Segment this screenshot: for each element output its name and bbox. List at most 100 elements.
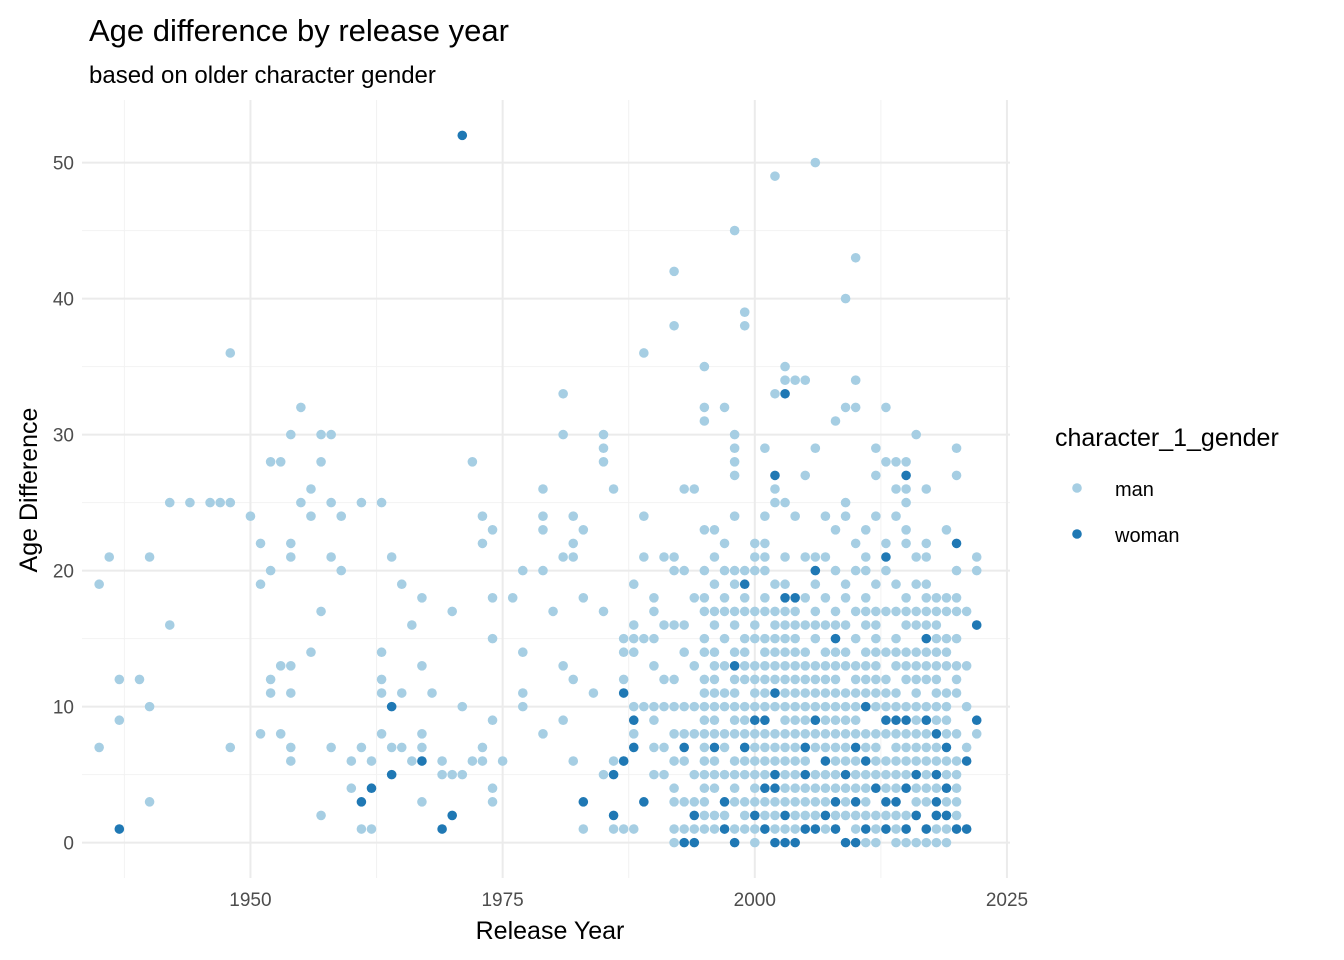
data-point-man [477,538,488,549]
data-point-man [830,525,841,535]
data-point-man [941,797,952,807]
data-points [94,130,982,848]
data-point-man [750,565,760,576]
data-point-woman [941,783,952,794]
data-point-man [760,443,770,453]
data-point-man [568,511,579,522]
data-point-woman [760,783,770,794]
data-point-man [951,633,962,644]
data-point-man [881,783,891,794]
data-point-man [891,837,901,848]
data-point-woman [810,715,821,726]
data-point-man [729,688,740,698]
data-point-woman [114,824,125,834]
data-point-man [739,810,750,821]
data-point-man [840,620,851,630]
data-point-man [850,606,861,617]
data-point-man [810,157,821,168]
data-point-man [729,797,740,807]
data-point-man [871,729,881,739]
data-point-woman [689,837,700,848]
x-tick-label: 2025 [986,890,1028,911]
data-point-man [840,661,851,671]
data-point-man [871,620,881,630]
data-point-man [679,484,689,494]
data-point-man [780,552,790,562]
data-point-man [780,361,790,372]
data-point-man [548,606,558,617]
data-point-man [709,552,720,562]
data-point-man [871,511,881,522]
data-point-man [901,701,911,712]
data-point-man [447,769,457,780]
data-point-man [830,620,841,630]
data-point-man [750,729,760,739]
data-point-man [840,579,851,590]
data-point-man [820,661,831,671]
data-point-man [709,729,720,739]
data-point-man [931,783,942,794]
data-point-man [790,742,800,753]
data-point-man [417,729,427,739]
data-point-man [336,565,347,576]
data-point-man [719,688,730,698]
data-point-man [780,620,790,630]
data-point-man [850,810,861,821]
data-point-man [901,756,911,766]
data-point-man [306,511,316,522]
data-point-man [941,824,952,834]
data-point-man [346,783,357,794]
data-point-man [850,252,861,263]
data-point-man [558,429,568,440]
data-point-man [760,701,770,712]
data-point-man [679,797,689,807]
data-point-woman [871,783,881,794]
data-point-man [739,565,750,576]
data-point-man [275,661,286,671]
data-point-man [901,497,911,508]
data-point-man [770,756,780,766]
data-point-man [820,742,831,753]
data-point-man [941,633,952,644]
data-point-woman [840,837,851,848]
data-point-man [881,538,891,549]
data-point-man [760,633,770,644]
data-point-woman [911,769,921,780]
data-point-man [780,688,790,698]
data-point-man [850,688,861,698]
data-point-man [810,443,821,453]
data-point-man [780,797,790,807]
data-point-man [750,688,760,698]
data-point-man [820,647,831,658]
data-point-man [750,742,760,753]
data-point-man [286,538,296,549]
data-point-man [911,579,921,590]
data-point-man [639,701,649,712]
data-point-man [860,620,871,630]
data-point-man [780,661,790,671]
data-point-man [901,525,911,535]
data-point-woman [840,769,851,780]
data-point-man [185,497,195,508]
data-point-man [326,429,336,440]
data-point-man [669,824,679,834]
data-point-man [719,402,730,413]
data-point-man [487,783,498,794]
data-point-man [770,497,780,508]
data-point-man [951,565,962,576]
data-point-man [649,742,659,753]
data-point-woman [790,837,800,848]
data-point-man [265,565,276,576]
data-point-man [850,661,861,671]
data-point-man [951,756,962,766]
data-point-man [790,783,800,794]
data-point-man [891,661,901,671]
data-point-man [800,661,811,671]
data-point-man [719,729,730,739]
data-point-woman [850,837,861,848]
data-point-man [901,593,911,603]
data-point-man [850,674,861,685]
data-point-man [669,565,679,576]
data-point-woman [750,715,760,726]
data-point-man [538,484,548,494]
